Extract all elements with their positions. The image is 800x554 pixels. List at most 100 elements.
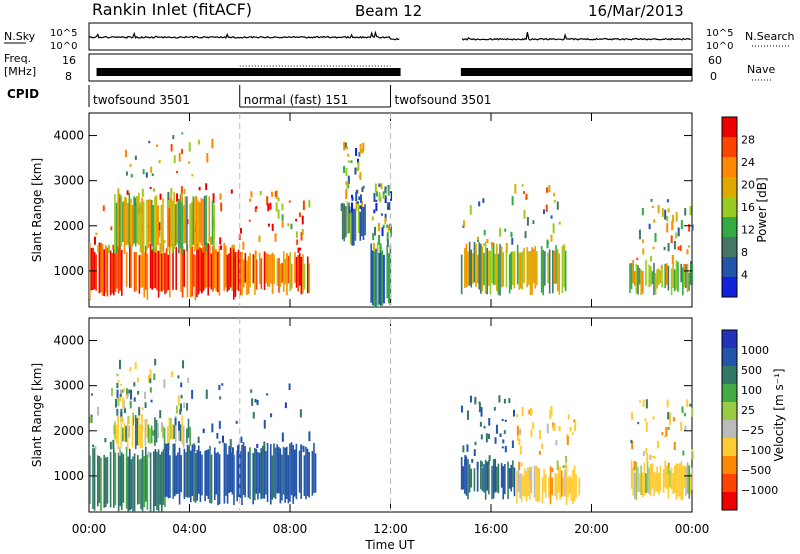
heatmap-cell: [638, 473, 641, 493]
heatmap-cell: [211, 138, 214, 149]
heatmap-cell: [303, 455, 306, 497]
heatmap-cell: [267, 203, 270, 212]
heatmap-cell: [194, 453, 197, 503]
heatmap-cell: [269, 444, 272, 505]
heatmap-cell: [215, 249, 217, 291]
heatmap-cell: [286, 253, 288, 296]
heatmap-cell: [240, 436, 243, 443]
heatmap-cell: [489, 250, 492, 295]
heatmap-cell: [277, 209, 280, 219]
heatmap-cell: [210, 454, 213, 504]
figure-title: Rankin Inlet (fitACF): [92, 0, 252, 19]
heatmap-cell: [530, 429, 533, 438]
heatmap-cell: [358, 196, 361, 201]
heatmap-cell: [503, 430, 506, 434]
heatmap-cell: [372, 250, 374, 306]
heatmap-cell: [645, 422, 648, 432]
colorbar-swatch: [722, 492, 737, 511]
heatmap-cell: [145, 172, 148, 178]
heatmap-cell: [359, 205, 362, 209]
heatmap-cell: [373, 226, 376, 236]
heatmap-cell: [534, 245, 537, 289]
heatmap-cell: [375, 203, 378, 211]
heatmap-cell: [528, 251, 530, 285]
heatmap-cell: [471, 458, 474, 463]
heatmap-cell: [493, 406, 496, 411]
colorbar-tick-label: −100: [741, 444, 771, 457]
velocity-data: [89, 358, 694, 512]
heatmap-cell: [569, 426, 572, 432]
heatmap-cell: [207, 243, 209, 296]
heatmap-cell: [340, 203, 343, 212]
heatmap-cell: [100, 242, 102, 293]
heatmap-cell: [145, 446, 147, 502]
heatmap-cell: [101, 243, 104, 296]
heatmap-cell: [188, 142, 191, 152]
colorbar-frame: [721, 116, 738, 298]
heatmap-cell: [297, 247, 300, 253]
heatmap-cell: [180, 193, 183, 203]
heatmap-cell: [558, 221, 561, 225]
colorbar-tick-label: 500: [741, 364, 762, 377]
heatmap-cell: [183, 402, 186, 409]
heatmap-cell: [217, 451, 219, 506]
heatmap-cell: [125, 388, 128, 395]
heatmap-cell: [511, 238, 514, 245]
heatmap-cell: [205, 449, 208, 496]
heatmap-cell: [664, 209, 667, 220]
heatmap-cell: [122, 427, 124, 442]
heatmap-cell: [476, 239, 479, 243]
heatmap-cell: [150, 399, 153, 403]
heatmap-cell: [530, 409, 533, 414]
heatmap-cell: [688, 465, 690, 499]
heatmap-cell: [482, 198, 485, 203]
freq-label: Freq.: [4, 52, 31, 65]
heatmap-cell: [346, 181, 349, 190]
heatmap-cell: [274, 233, 277, 242]
heatmap-cell: [149, 387, 152, 393]
heatmap-cell: [473, 449, 476, 457]
heatmap-cell: [651, 205, 654, 208]
heatmap-cell: [549, 409, 552, 419]
heatmap-cell: [538, 430, 541, 440]
heatmap-cell: [486, 239, 489, 243]
heatmap-cell: [642, 399, 645, 407]
heatmap-cell: [116, 373, 119, 377]
heatmap-cell: [553, 199, 556, 203]
heatmap-cell: [666, 399, 669, 408]
heatmap-cell: [483, 464, 485, 493]
heatmap-cell: [630, 460, 633, 489]
heatmap-cell: [654, 472, 657, 492]
heatmap-cell: [348, 202, 350, 234]
colorbar-swatch: [722, 366, 737, 385]
heatmap-cell: [113, 447, 115, 508]
heatmap-cell: [665, 426, 668, 437]
heatmap-cell: [180, 455, 182, 493]
heatmap-cell: [557, 465, 560, 493]
heatmap-cell: [667, 426, 670, 430]
heatmap-cell: [147, 451, 150, 458]
heatmap-cell: [284, 402, 287, 409]
heatmap-cell: [122, 201, 124, 243]
heatmap-cell: [178, 425, 180, 441]
heatmap-cell: [112, 439, 115, 449]
heatmap-cell: [252, 452, 254, 505]
heatmap-cell: [563, 244, 565, 288]
heatmap-cell: [121, 452, 123, 511]
heatmap-cell: [134, 197, 137, 247]
heatmap-cell: [129, 163, 132, 167]
heatmap-cell: [486, 461, 489, 491]
heatmap-cell: [301, 228, 304, 235]
heatmap-cell: [345, 206, 347, 238]
heatmap-cell: [284, 447, 286, 503]
colorbar-swatch: [722, 402, 737, 421]
heatmap-cell: [672, 417, 675, 422]
heatmap-cell: [237, 445, 240, 456]
heatmap-cell: [140, 254, 142, 288]
heatmap-cell: [129, 243, 131, 288]
heatmap-cell: [657, 472, 660, 495]
heatmap-cell: [571, 432, 574, 435]
heatmap-cell: [221, 435, 224, 443]
colorbar-tick-label: 16: [741, 201, 755, 214]
heatmap-cell: [125, 394, 128, 399]
